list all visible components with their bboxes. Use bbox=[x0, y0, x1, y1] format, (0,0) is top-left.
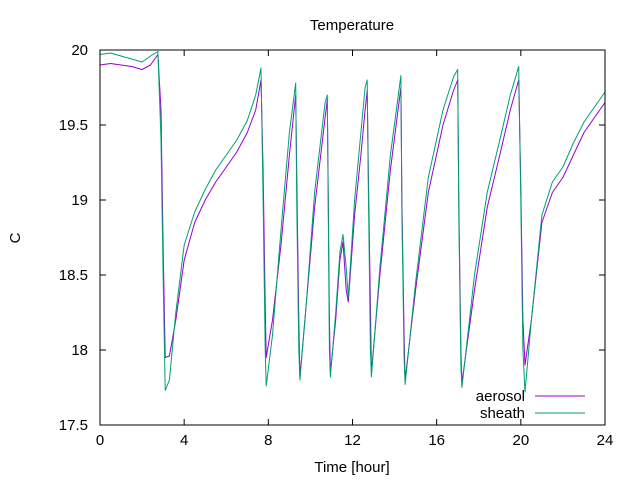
chart-title: Temperature bbox=[310, 17, 394, 34]
y-tick-label: 19 bbox=[71, 192, 88, 209]
y-tick-label: 18 bbox=[71, 342, 88, 359]
plot-frame bbox=[99, 49, 606, 426]
legend-label-aerosol: aerosol bbox=[476, 388, 525, 405]
x-tick-label: 20 bbox=[512, 432, 529, 449]
x-axis-label: Time [hour] bbox=[314, 459, 389, 476]
x-tick-label: 24 bbox=[597, 432, 614, 449]
series-line-aerosol bbox=[99, 54, 606, 384]
x-tick-label: 4 bbox=[180, 432, 188, 449]
x-tick-label: 8 bbox=[264, 432, 272, 449]
legend-label-sheath: sheath bbox=[480, 405, 525, 422]
y-tick-label: 19.5 bbox=[59, 117, 88, 134]
series-lines bbox=[99, 51, 606, 393]
y-tick-label: 17.5 bbox=[59, 417, 88, 434]
axis-ticks: 0 4 8 12 16 20 24 17.5 18 18.5 19 19.5 20 bbox=[59, 42, 614, 449]
y-axis-label: C bbox=[7, 232, 24, 243]
y-tick-label: 18.5 bbox=[59, 267, 88, 284]
y-tick-label: 20 bbox=[71, 42, 88, 59]
x-tick-label: 16 bbox=[428, 432, 445, 449]
series-line-sheath bbox=[99, 51, 606, 393]
x-tick-label: 12 bbox=[344, 432, 361, 449]
x-tick-label: 0 bbox=[96, 432, 104, 449]
